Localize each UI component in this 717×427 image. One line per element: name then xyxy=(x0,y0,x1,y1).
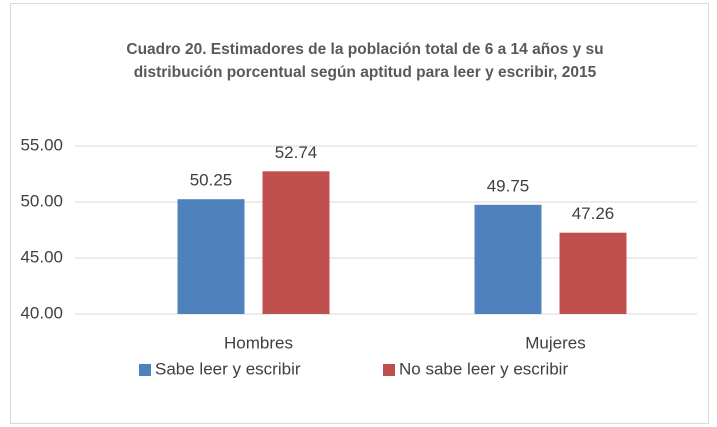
bar xyxy=(262,171,330,314)
x-tick-label: Hombres xyxy=(224,333,293,352)
y-tick-label: 45.00 xyxy=(20,247,63,266)
y-tick-label: 55.00 xyxy=(20,135,63,154)
y-tick-label: 50.00 xyxy=(20,191,63,210)
x-tick-label: Mujeres xyxy=(525,333,585,352)
bar xyxy=(474,204,542,314)
bar xyxy=(559,232,627,314)
data-label: 49.75 xyxy=(487,176,530,195)
data-label: 47.26 xyxy=(572,204,615,223)
legend-label: Sabe leer y escribir xyxy=(155,359,301,378)
legend-swatch xyxy=(383,364,395,376)
data-label: 52.74 xyxy=(275,143,318,162)
bar xyxy=(177,199,245,314)
legend-swatch xyxy=(139,364,151,376)
y-tick-label: 40.00 xyxy=(20,303,63,322)
chart-border xyxy=(10,3,709,424)
data-label: 50.25 xyxy=(190,171,233,190)
chart-title: Cuadro 20. Estimadores de la población t… xyxy=(126,41,604,81)
legend-label: No sabe leer y escribir xyxy=(399,359,568,378)
